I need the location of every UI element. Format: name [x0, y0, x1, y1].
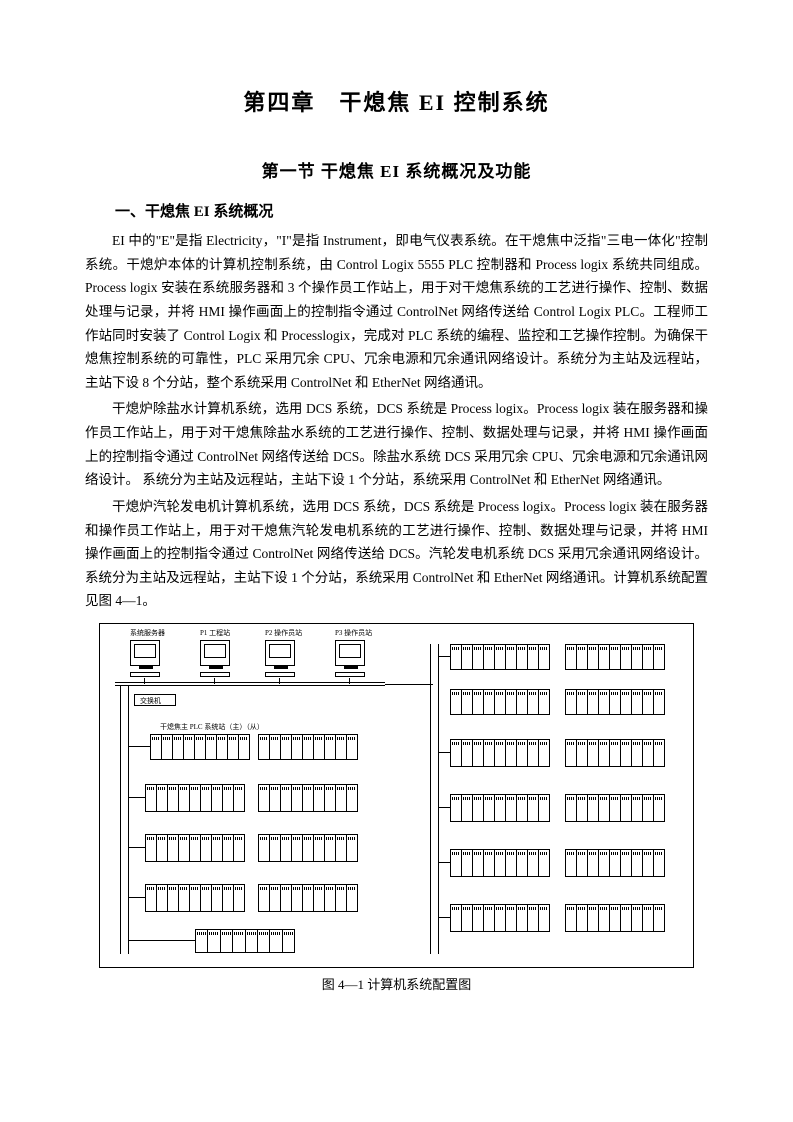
switch-label: 交换机 [140, 696, 161, 706]
right-rack-3a [450, 739, 550, 767]
right-rack-3b [565, 739, 665, 767]
eng-keyboard-icon [200, 672, 230, 677]
right-rack-5b [565, 849, 665, 877]
rcon-6 [438, 917, 450, 918]
rcon-3 [438, 752, 450, 753]
op3-monitor-icon [335, 640, 365, 666]
paragraph-2: 干熄炉除盐水计算机系统，选用 DCS 系统，DCS 系统是 Process lo… [85, 397, 708, 492]
section-title: 第一节 干熄焦 EI 系统概况及功能 [85, 157, 708, 182]
right-trunk-1 [430, 644, 431, 954]
server-label: 系统服务器 [130, 628, 165, 638]
right-rack-6b [565, 904, 665, 932]
paragraph-1: EI 中的"E"是指 Electricity，"I"是指 Instrument，… [85, 229, 708, 394]
diagram-caption: 图 4—1 计算机系统配置图 [85, 974, 708, 993]
eng-monitor-icon [200, 640, 230, 666]
left-rack-4b [258, 884, 358, 912]
right-rack-2b [565, 689, 665, 715]
main-plc-label: 干熄焦主 PLC 系统站（主）（从） [160, 722, 264, 732]
main-trunk-2 [128, 686, 129, 954]
op3-keyboard-icon [335, 672, 365, 677]
subsection-title: 一、干熄焦 EI 系统概况 [85, 200, 708, 221]
op2-keyboard-icon [265, 672, 295, 677]
rcon-5 [438, 862, 450, 863]
op2-label: P2 操作员站 [265, 628, 302, 638]
right-rack-5a [450, 849, 550, 877]
system-config-diagram: 系统服务器 P1 工程站 P2 操作员站 P3 操作员站 交换机 干熄焦主 PL… [99, 623, 694, 968]
op2-monitor-icon [265, 640, 295, 666]
left-rack-2b [258, 784, 358, 812]
op3-label: P3 操作员站 [335, 628, 372, 638]
right-rack-2a [450, 689, 550, 715]
hcon-2 [128, 797, 145, 798]
eng-station-label: P1 工程站 [200, 628, 230, 638]
main-rack-1b [258, 734, 358, 760]
hcon-3 [128, 847, 145, 848]
hcon-5 [128, 940, 195, 941]
rcon-1 [438, 656, 450, 657]
drop-4 [349, 678, 350, 684]
server-monitor-icon [130, 640, 160, 666]
right-rack-1b [565, 644, 665, 670]
ethernet-bus [115, 682, 385, 686]
left-rack-3b [258, 834, 358, 862]
drop-1 [144, 678, 145, 684]
cross-link [385, 684, 433, 685]
drop-3 [279, 678, 280, 684]
left-rack-2a [145, 784, 245, 812]
left-rack-4a [145, 884, 245, 912]
hcon-1 [128, 746, 150, 747]
right-rack-4a [450, 794, 550, 822]
server-keyboard-icon [130, 672, 160, 677]
hcon-4 [128, 897, 145, 898]
left-rack-5 [195, 929, 295, 953]
right-rack-4b [565, 794, 665, 822]
left-rack-3a [145, 834, 245, 862]
main-rack-1a [150, 734, 250, 760]
drop-2 [214, 678, 215, 684]
right-rack-6a [450, 904, 550, 932]
right-trunk-2 [438, 644, 439, 954]
chapter-title: 第四章 干熄焦 EI 控制系统 [85, 85, 708, 117]
main-trunk [120, 686, 121, 954]
paragraph-3: 干熄炉汽轮发电机计算机系统，选用 DCS 系统，DCS 系统是 Process … [85, 495, 708, 613]
right-rack-1a [450, 644, 550, 670]
rcon-4 [438, 807, 450, 808]
